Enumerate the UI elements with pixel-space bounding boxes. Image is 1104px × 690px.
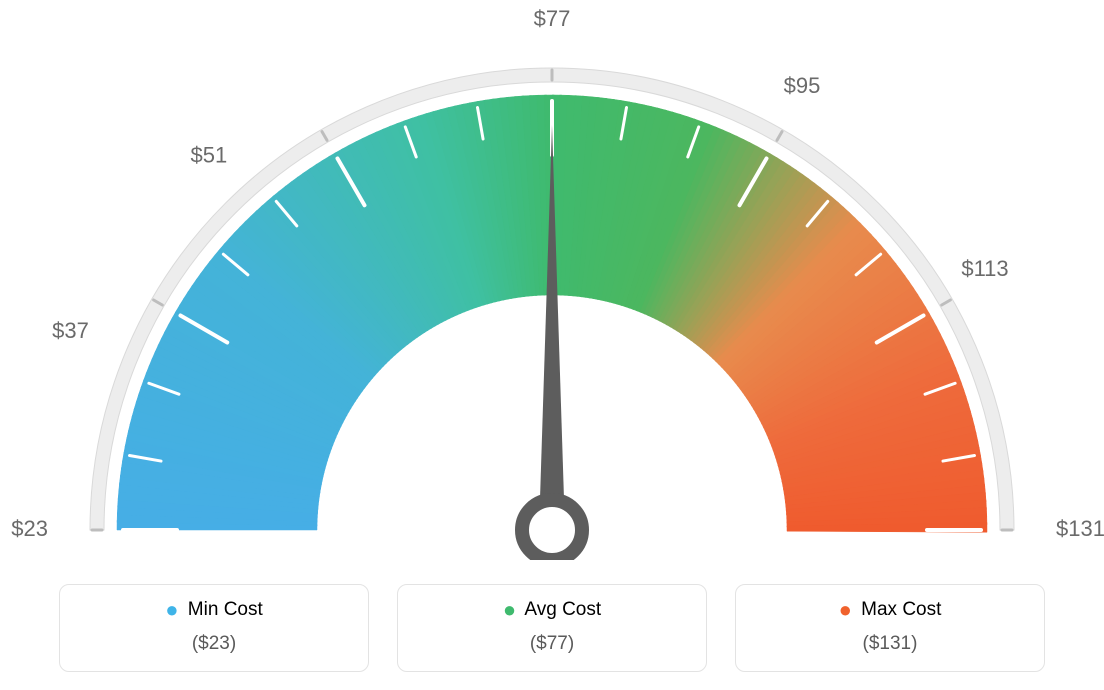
gauge-needle-hub (522, 500, 582, 560)
legend-label-avg-text: Avg Cost (524, 599, 601, 620)
legend-label-min: ● Min Cost (70, 599, 358, 621)
legend-dot-avg: ● (503, 597, 516, 622)
legend-value-min: ($23) (70, 633, 358, 655)
legend-card-avg: ● Avg Cost ($77) (397, 584, 707, 672)
gauge-tick-label: $95 (784, 73, 821, 98)
gauge-tick-label: $77 (534, 6, 571, 31)
gauge-tick-label: $131 (1056, 516, 1104, 541)
gauge-tick-label: $23 (11, 516, 48, 541)
legend-dot-max: ● (839, 597, 852, 622)
cost-gauge: $23 $37 $51 $77 $95 $113 $131 (0, 0, 1104, 560)
legend-value-avg: ($77) (408, 633, 696, 655)
legend-label-max-text: Max Cost (861, 599, 941, 620)
legend-value-max: ($131) (746, 633, 1034, 655)
legend-card-max: ● Max Cost ($131) (735, 584, 1045, 672)
gauge-area: $23 $37 $51 $77 $95 $113 $131 (0, 0, 1104, 560)
legend-row: ● Min Cost ($23) ● Avg Cost ($77) ● Max … (0, 584, 1104, 672)
chart-container: $23 $37 $51 $77 $95 $113 $131 ● Min Cost ($23)… (0, 0, 1104, 690)
gauge-tick-label: $37 (52, 318, 89, 343)
gauge-tick-label: $51 (191, 142, 228, 167)
legend-label-max: ● Max Cost (746, 599, 1034, 621)
legend-card-min: ● Min Cost ($23) (59, 584, 369, 672)
legend-label-avg: ● Avg Cost (408, 599, 696, 621)
gauge-tick-label: $113 (961, 256, 1008, 281)
legend-label-min-text: Min Cost (188, 599, 263, 620)
legend-dot-min: ● (165, 597, 178, 622)
